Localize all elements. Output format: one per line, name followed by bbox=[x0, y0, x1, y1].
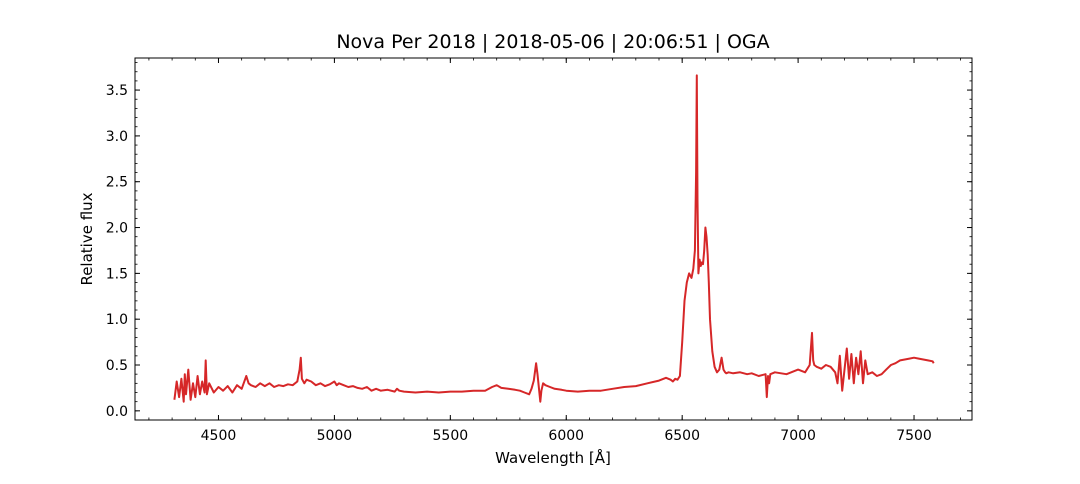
series-group bbox=[173, 74, 935, 403]
tick-labels: 4500 5000 5500 6000 6500 7000 7500 0.0 0.5 1.0 1.5… bbox=[106, 83, 932, 444]
x-tick-label: 7000 bbox=[780, 428, 816, 444]
spectrum-line bbox=[173, 74, 935, 403]
minor-ticks bbox=[135, 58, 972, 421]
x-tick-label: 4500 bbox=[201, 428, 237, 444]
y-tick-label: 0.5 bbox=[106, 358, 128, 374]
y-tick-label: 3.0 bbox=[106, 129, 128, 145]
x-tick-label: 5500 bbox=[433, 428, 469, 444]
y-tick-label: 0.0 bbox=[106, 404, 128, 420]
y-tick-label: 2.0 bbox=[106, 221, 128, 237]
y-tick-label: 1.5 bbox=[106, 266, 128, 282]
y-tick-label: 2.5 bbox=[106, 175, 128, 191]
y-tick-label: 3.5 bbox=[106, 83, 128, 99]
chart-title: Nova Per 2018 | 2018-05-06 | 20:06:51 | … bbox=[336, 31, 769, 53]
x-tick-label: 7500 bbox=[896, 428, 932, 444]
x-axis-label: Wavelength [Å] bbox=[495, 448, 611, 467]
major-ticks bbox=[135, 58, 972, 420]
x-tick-label: 6500 bbox=[664, 428, 700, 444]
x-tick-label: 6000 bbox=[548, 428, 584, 444]
y-axis-label: Relative flux bbox=[78, 192, 96, 285]
y-tick-label: 1.0 bbox=[106, 312, 128, 328]
plot-frame bbox=[134, 57, 973, 421]
x-tick-label: 5000 bbox=[317, 428, 353, 444]
